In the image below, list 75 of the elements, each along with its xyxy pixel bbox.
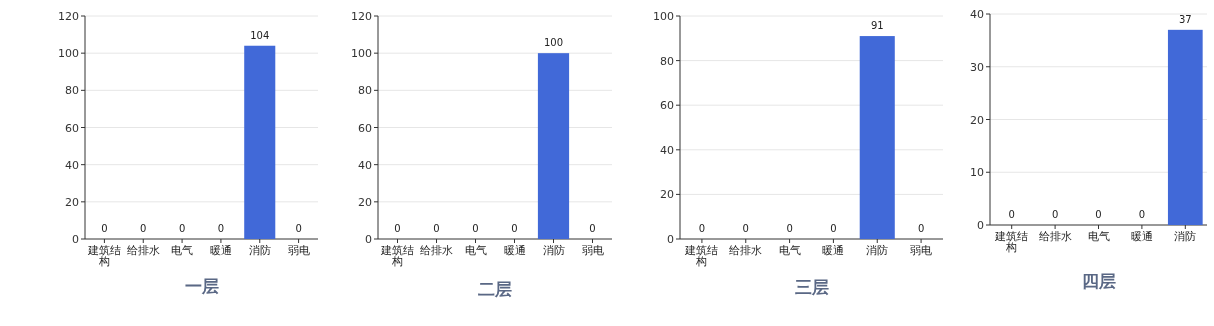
data-label: 0: [394, 223, 401, 234]
y-tick-label: 40: [660, 143, 674, 157]
text: 三层: [794, 277, 829, 297]
data-label: 0: [511, 223, 518, 234]
data-label: 0: [742, 223, 749, 234]
x-tick-label: 消防: [1174, 230, 1197, 243]
data-label: 0: [472, 223, 479, 234]
y-tick-label: 80: [660, 54, 674, 68]
y-tick-label: 100: [653, 10, 674, 23]
y-tick-label: 40: [358, 158, 372, 172]
x-tick-label: 给排水: [126, 244, 160, 257]
data-label: 0: [295, 223, 302, 234]
y-tick-label: 20: [65, 195, 79, 209]
data-label: 0: [140, 223, 147, 234]
x-tick-label: 建筑结构: [684, 244, 719, 268]
x-tick-label: 建筑结构: [380, 244, 414, 268]
y-tick-label: 0: [667, 233, 674, 246]
y-tick-label: 80: [65, 84, 79, 98]
y-tick-label: 20: [660, 188, 674, 202]
data-label: 0: [217, 223, 225, 234]
data-label: 0: [698, 223, 706, 234]
data-label: 0: [917, 223, 925, 234]
x-tick-label: 消防: [248, 244, 271, 257]
x-tick-label: 暖通: [822, 244, 845, 257]
text: 二层: [478, 279, 512, 299]
y-tick-label: 100: [351, 47, 372, 61]
x-tick-label: 暖通: [209, 244, 232, 257]
y-tick-label: 80: [358, 84, 372, 98]
x-tick-label: 建筑结构: [994, 230, 1029, 254]
y-tick-label: 120: [58, 10, 79, 23]
y-tick-label: 0: [365, 233, 372, 246]
data-label: 0: [178, 223, 186, 234]
data-label: 0: [830, 223, 837, 234]
data-label: 0: [786, 223, 793, 234]
x-tick-label: 给排水: [729, 244, 763, 257]
y-tick-label: 60: [660, 99, 674, 113]
x-tick-label: 弱电: [287, 244, 310, 257]
x-tick-label: 建筑结构: [86, 244, 121, 268]
x-tick-label: 电气: [1087, 230, 1110, 243]
data-label: 104: [250, 29, 270, 41]
x-tick-label: 给排水: [1038, 230, 1072, 243]
y-tick-label: 0: [72, 233, 79, 246]
y-tick-label: 0: [977, 219, 984, 232]
data-label: 0: [101, 223, 108, 234]
data-label: 0: [1008, 209, 1015, 220]
y-tick-label: 30: [970, 60, 984, 74]
x-tick-label: 暖通: [1130, 230, 1153, 243]
x-tick-label: 消防: [542, 244, 565, 257]
x-tick-label: 弱电: [910, 244, 933, 257]
data-label: 37: [1178, 13, 1192, 25]
data-label: 0: [1095, 209, 1102, 220]
x-tick-label: 消防: [866, 244, 889, 257]
data-label: 0: [433, 223, 440, 234]
y-tick-label: 60: [65, 121, 79, 135]
data-label: 0: [1051, 209, 1059, 220]
y-tick-label: 20: [358, 195, 372, 209]
y-tick-label: 60: [358, 121, 372, 135]
x-tick-label: 弱电: [581, 244, 604, 257]
y-tick-label: 10: [970, 166, 984, 180]
text: 一层: [184, 276, 219, 296]
x-tick-label: 暖通: [503, 244, 526, 257]
y-tick-label: 20: [970, 113, 984, 127]
data-label: 0: [589, 223, 596, 234]
data-label: 91: [870, 20, 884, 32]
x-tick-label: 电气: [171, 244, 194, 257]
x-tick-label: 电气: [778, 244, 801, 257]
x-tick-label: 给排水: [420, 244, 453, 257]
data-label: 100: [543, 37, 564, 49]
y-tick-label: 40: [970, 8, 984, 21]
y-tick-label: 100: [58, 47, 79, 61]
text: 四层: [1081, 271, 1116, 291]
y-tick-label: 120: [351, 10, 372, 23]
data-label: 0: [1138, 209, 1146, 220]
y-tick-label: 40: [65, 158, 79, 172]
x-tick-label: 电气: [464, 244, 487, 257]
